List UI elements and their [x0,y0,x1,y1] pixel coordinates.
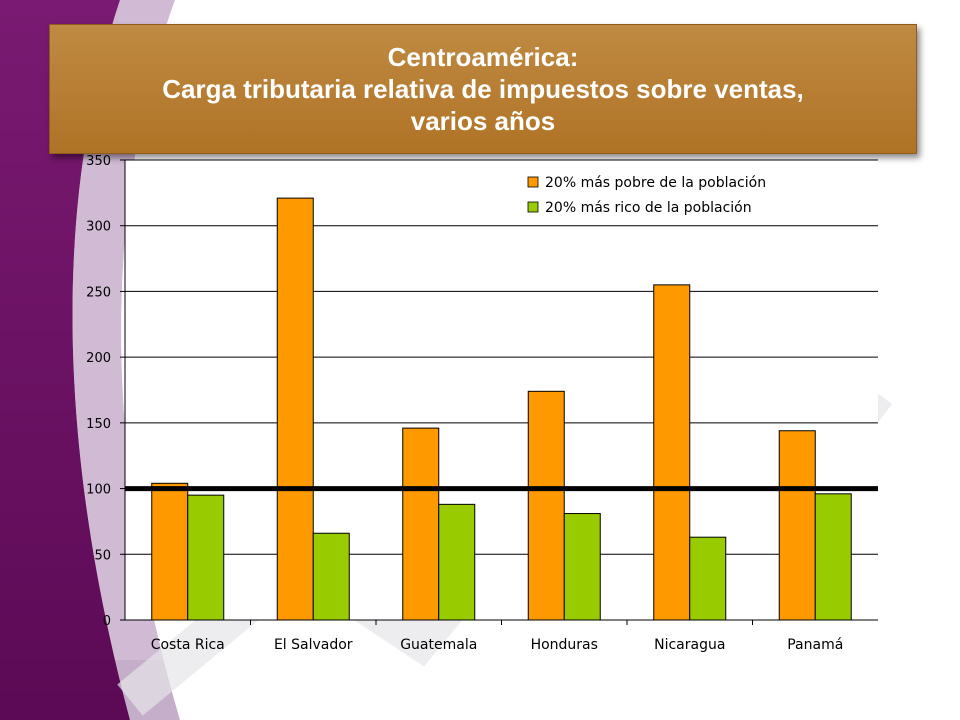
bar-rich-honduras [563,513,601,621]
y-tick-label: 250 [86,285,111,300]
bar-rich-panamá [814,493,852,621]
bar-poor-el-salvador [276,197,314,621]
bar-poor-panamá [778,430,816,621]
category-label: Honduras [531,637,598,653]
y-tick-label: 100 [86,483,111,498]
bar-rich-costa-rica [187,494,225,621]
category-label: Costa Rica [151,637,225,653]
bar-poor-honduras [527,390,565,621]
plot-area [125,160,878,620]
title-line-2: Carga tributaria relativa de impuestos s… [162,74,804,104]
y-tick-label: 150 [86,417,111,432]
category-label: Panamá [787,637,843,653]
legend-label-poor: 20% más pobre de la población [545,175,766,191]
y-tick-label: 300 [86,220,111,235]
y-tick-labels: 0 50 100 150 200 250 300 350 [86,154,125,629]
title-banner: Centroamérica: Carga tributaria relativa… [49,24,917,154]
bars [151,197,852,621]
bar-poor-costa-rica [151,482,189,621]
category-label: Nicaragua [654,637,725,653]
bar-rich-nicaragua [689,536,727,621]
bar-poor-guatemala [402,427,440,621]
legend-swatch-rich [527,201,539,213]
legend: 20% más pobre de la población 20% más ri… [527,175,766,216]
legend-swatch-poor [527,176,539,188]
legend-label-rich: 20% más rico de la población [545,200,752,216]
category-labels: Costa Rica El Salvador Guatemala Honduras Ni… [151,620,843,653]
bar-rich-guatemala [438,503,476,621]
y-tick-label: 200 [86,351,111,366]
category-label: El Salvador [274,637,353,653]
y-tick-label: 50 [94,548,111,563]
y-tick-label: 0 [103,614,111,629]
bar-rich-el-salvador [312,532,350,621]
y-tick-label: 350 [86,154,111,169]
bar-poor-nicaragua [653,284,691,621]
title-line-3: varios años [410,106,556,136]
category-label: Guatemala [400,637,477,653]
title-line-1: Centroamérica: [387,42,579,72]
